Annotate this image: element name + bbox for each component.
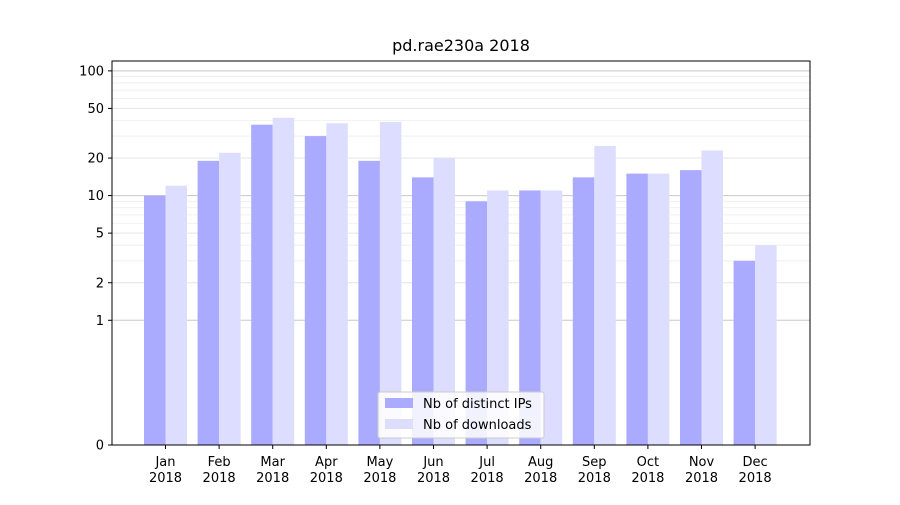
x-tick-label: 2018 bbox=[685, 471, 718, 486]
bar-distinct-ips-10 bbox=[626, 173, 648, 445]
bar-downloads-11 bbox=[701, 150, 723, 445]
x-tick-label: Jul bbox=[478, 455, 495, 470]
x-tick-label: Nov bbox=[689, 455, 715, 470]
x-tick-label: 2018 bbox=[739, 471, 772, 486]
x-tick-label: Jun bbox=[422, 455, 443, 470]
x-tick-label: 2018 bbox=[363, 471, 396, 486]
bar-distinct-ips-5 bbox=[358, 160, 380, 445]
bar-distinct-ips-8 bbox=[519, 190, 541, 445]
x-tick-label: Sep bbox=[582, 455, 607, 470]
bar-downloads-5 bbox=[379, 121, 402, 445]
bar-distinct-ips-4 bbox=[304, 136, 327, 446]
bar-downloads-3 bbox=[272, 117, 295, 445]
bar-distinct-ips-9 bbox=[572, 177, 595, 445]
bar-downloads-9 bbox=[594, 145, 616, 446]
x-tick-label: 2018 bbox=[578, 471, 611, 486]
bar-distinct-ips-6 bbox=[412, 177, 434, 445]
bar-downloads-1 bbox=[165, 185, 187, 445]
bars bbox=[144, 117, 777, 446]
legend-label-distinct-ips: Nb of distinct IPs bbox=[423, 397, 532, 412]
legend: Nb of distinct IPs Nb of downloads bbox=[377, 391, 545, 439]
x-tick-label: Oct bbox=[637, 455, 659, 470]
bar-downloads-12 bbox=[755, 245, 777, 445]
y-tick-label: 0 bbox=[96, 439, 104, 454]
x-tick-label: Mar bbox=[260, 455, 285, 470]
x-tick-label: 2018 bbox=[524, 471, 557, 486]
legend-swatch-downloads bbox=[385, 419, 413, 429]
bar-downloads-8 bbox=[540, 190, 563, 445]
bar-downloads-4 bbox=[326, 123, 348, 446]
x-tick-label: 2018 bbox=[417, 471, 450, 486]
y-tick-label: 50 bbox=[87, 102, 104, 117]
y-tick-label: 5 bbox=[96, 227, 104, 242]
legend-box bbox=[377, 391, 545, 439]
bar-distinct-ips-11 bbox=[680, 170, 702, 445]
bar-distinct-ips-7 bbox=[465, 201, 488, 445]
bar-downloads-6 bbox=[433, 158, 455, 445]
x-axis-ticks: Jan2018Feb2018Mar2018Apr2018May2018Jun20… bbox=[149, 445, 772, 486]
chart-title: pd.rae230a 2018 bbox=[392, 36, 530, 55]
y-axis-ticks: 0 1 2 5 10 20 50 100 bbox=[79, 64, 112, 454]
y-tick-label: 10 bbox=[87, 189, 104, 204]
bar-distinct-ips-1 bbox=[144, 195, 166, 445]
x-tick-label: 2018 bbox=[256, 471, 289, 486]
bar-downloads-7 bbox=[487, 190, 509, 445]
x-tick-label: Dec bbox=[743, 455, 768, 470]
legend-label-downloads: Nb of downloads bbox=[423, 418, 532, 433]
x-tick-label: Feb bbox=[208, 455, 231, 470]
bar-downloads-10 bbox=[647, 173, 670, 445]
y-tick-label: 1 bbox=[96, 314, 104, 329]
x-tick-label: Jan bbox=[154, 455, 175, 470]
x-tick-label: 2018 bbox=[203, 471, 236, 486]
legend-swatch-distinct-ips bbox=[385, 398, 413, 408]
x-tick-label: 2018 bbox=[471, 471, 504, 486]
plot-frame bbox=[111, 60, 811, 446]
y-tick-label: 2 bbox=[96, 276, 104, 291]
x-tick-label: 2018 bbox=[149, 471, 182, 486]
bar-distinct-ips-3 bbox=[251, 124, 273, 445]
y-tick-label: 20 bbox=[87, 152, 104, 167]
bar-distinct-ips-2 bbox=[197, 160, 220, 445]
x-tick-label: 2018 bbox=[631, 471, 664, 486]
x-tick-label: May bbox=[366, 455, 393, 470]
x-tick-label: Aug bbox=[528, 455, 553, 470]
y-tick-label: 100 bbox=[79, 64, 104, 79]
x-tick-label: Apr bbox=[315, 455, 338, 470]
bar-downloads-2 bbox=[219, 152, 241, 445]
x-tick-label: 2018 bbox=[310, 471, 343, 486]
bar-distinct-ips-12 bbox=[733, 260, 756, 445]
